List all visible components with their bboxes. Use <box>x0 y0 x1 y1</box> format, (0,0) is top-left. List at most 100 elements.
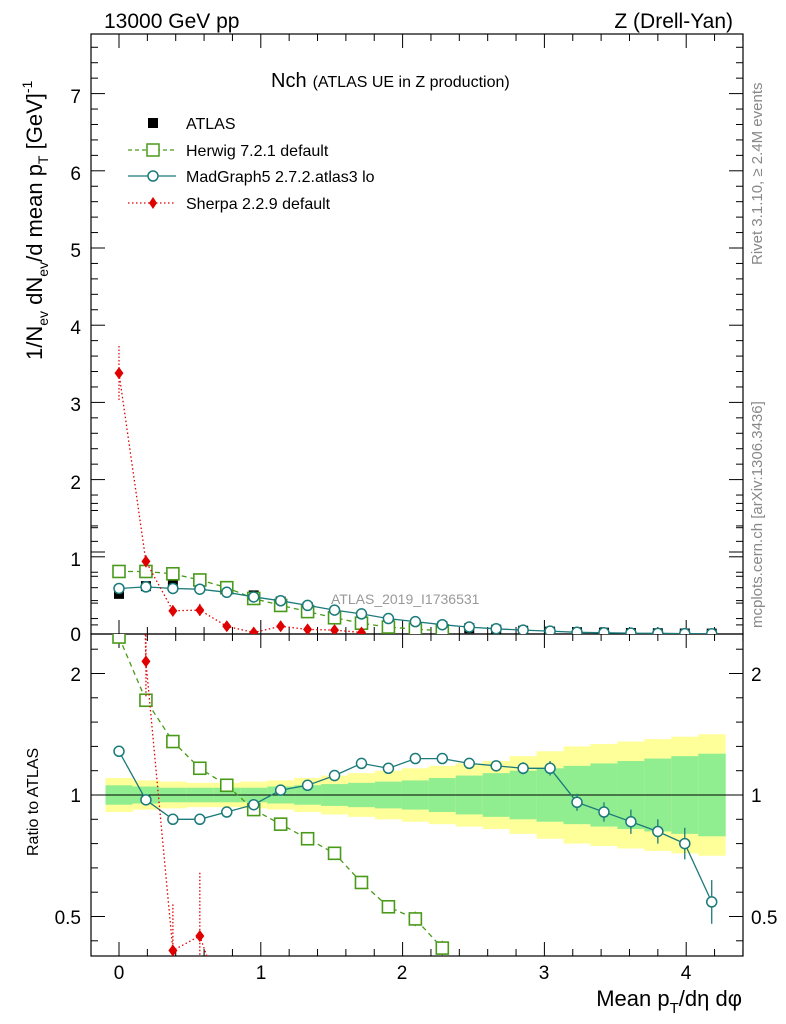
sherpa-ratio-marker <box>141 655 151 668</box>
ratio-tick-label: 0.5 <box>55 908 81 929</box>
madgraph-main-marker <box>328 604 341 616</box>
y-tick-label: 0 <box>70 625 81 646</box>
herwig-ratio-marker <box>408 912 423 926</box>
madgraph-ratio-marker <box>247 798 260 811</box>
madgraph-ratio-marker <box>382 762 395 775</box>
legend-label-atlas: ATLAS <box>186 116 236 133</box>
legend-marker-madgraph <box>147 170 159 182</box>
madgraph-ratio-marker <box>679 837 691 850</box>
sherpa-main-marker <box>195 604 205 617</box>
rivet-version-label: Rivet 3.1.10, ≥ 2.4M events <box>749 83 766 266</box>
analysis-watermark: ATLAS_2019_I1736531 <box>331 591 480 607</box>
madgraph-main-marker <box>625 627 637 634</box>
plot-title-sub: (ATLAS UE in Z production) <box>313 74 510 91</box>
madgraph-ratio-marker <box>652 825 664 838</box>
herwig-ratio-marker <box>139 693 153 708</box>
x-tick-label: 0 <box>114 963 125 984</box>
madgraph-ratio-marker <box>194 813 206 826</box>
sherpa-main-marker <box>276 620 286 633</box>
madgraph-ratio-marker <box>328 769 341 782</box>
legend: ATLAS Herwig 7.2.1 default MadGraph5 2.7… <box>128 116 375 213</box>
axis-ticks <box>91 34 744 956</box>
sherpa-ratio-marker <box>357 1017 366 1024</box>
ratio-plot-area <box>112 634 718 1024</box>
madgraph-main-marker <box>167 582 179 595</box>
madgraph-main-marker <box>705 628 718 634</box>
madgraph-ratio-marker <box>140 794 152 806</box>
herwig-ratio-marker <box>381 899 396 914</box>
y-tick-label: 3 <box>70 395 81 416</box>
ratio-tick-label-right: 2 <box>751 665 762 686</box>
sherpa-ratio-marker <box>303 1003 312 1015</box>
madgraph-main-marker <box>274 595 287 607</box>
madgraph-ratio-marker <box>113 745 125 758</box>
y-tick-label: 1 <box>70 550 81 571</box>
legend-label-madgraph: MadGraph5 2.7.2.atlas3 lo <box>186 169 375 186</box>
sherpa-main-marker <box>249 626 259 634</box>
madgraph-ratio-marker <box>463 757 475 770</box>
plot-title-main: Nch <box>271 70 307 92</box>
sherpa-ratio-marker <box>168 944 178 956</box>
sherpa-main-marker <box>222 620 232 633</box>
plot-title: Nch (ATLAS UE in Z production) <box>271 70 510 92</box>
madgraph-ratio-marker <box>301 779 314 792</box>
herwig-ratio-marker <box>166 734 180 749</box>
legend-label-sherpa: Sherpa 2.2.9 default <box>186 196 331 213</box>
legend-marker-atlas <box>148 118 158 128</box>
herwig-ratio-marker <box>354 875 369 890</box>
sherpa-ratio-marker <box>195 929 205 942</box>
herwig-ratio-marker <box>300 831 315 846</box>
mcplots-label: mcplots.cern.ch [arXiv:1306.3436] <box>749 401 766 628</box>
madgraph-main-marker <box>355 608 368 620</box>
madgraph-main-marker <box>544 625 556 634</box>
herwig-ratio-marker <box>112 634 126 644</box>
y-tick-label: 6 <box>70 164 81 185</box>
madgraph-ratio-marker <box>625 815 637 828</box>
ratio-y-axis-label: Ratio to ATLAS <box>25 748 42 856</box>
madgraph-ratio-marker <box>571 796 583 809</box>
sherpa-ratio-marker <box>222 1008 231 1020</box>
madgraph-ratio-marker <box>544 762 556 775</box>
madgraph-ratio-marker <box>167 813 179 826</box>
madgraph-ratio-marker <box>705 896 718 908</box>
ratio-tick-label: 1 <box>70 786 81 807</box>
y-tick-label: 2 <box>70 473 81 494</box>
herwig-ratio-marker <box>219 778 234 793</box>
madgraph-main-marker <box>113 582 125 595</box>
header-left-label: 13000 GeV pp <box>104 10 239 33</box>
herwig-ratio-marker <box>273 817 288 831</box>
legend-marker-herwig <box>146 143 160 157</box>
madgraph-main-marker <box>140 581 152 593</box>
madgraph-main-marker <box>301 599 314 612</box>
madgraph-main-marker <box>490 623 502 634</box>
ratio-tick-label-right: 1 <box>751 786 762 807</box>
sherpa-ratio-marker <box>249 1020 258 1024</box>
madgraph-main-marker <box>517 624 529 634</box>
madgraph-main-marker <box>247 591 260 603</box>
madgraph-main-marker <box>652 627 664 634</box>
ratio-tick-label: 2 <box>70 665 81 686</box>
herwig-main-marker <box>112 564 126 579</box>
sherpa-ratio-line <box>144 634 208 956</box>
madgraph-main-marker <box>598 627 610 634</box>
sherpa-main-marker <box>168 604 178 617</box>
y-axis-label: 1/Nev dNev/d mean pT [GeV]-1 <box>19 80 51 360</box>
madgraph-main-marker <box>436 618 449 631</box>
madgraph-ratio-marker <box>436 752 449 765</box>
x-tick-label: 3 <box>539 963 550 984</box>
madgraph-ratio-marker <box>517 762 529 775</box>
sherpa-ratio-marker <box>330 1008 339 1020</box>
y-tick-label: 7 <box>70 87 81 108</box>
legend-label-herwig: Herwig 7.2.1 default <box>186 143 329 160</box>
madgraph-main-marker <box>382 612 395 625</box>
madgraph-ratio-marker <box>221 806 233 818</box>
x-axis-label: Mean pT/dη dφ <box>596 986 742 1017</box>
madgraph-main-marker <box>463 621 475 633</box>
main-plot-area <box>112 346 718 634</box>
madgraph-ratio-marker <box>274 784 287 796</box>
x-tick-label: 4 <box>681 963 692 984</box>
sherpa-main-marker <box>330 624 340 634</box>
sherpa-main-marker <box>141 555 151 568</box>
madgraph-ratio-marker <box>409 752 422 765</box>
